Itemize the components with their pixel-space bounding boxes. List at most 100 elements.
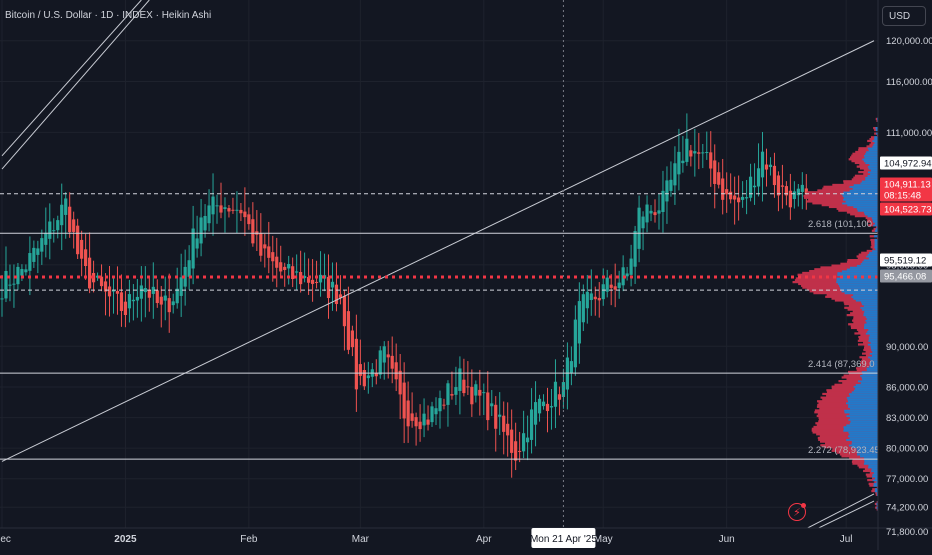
candle-body [673, 163, 676, 185]
candle-body [176, 289, 179, 304]
candle-body [546, 404, 549, 411]
candle-body [68, 207, 71, 232]
candle-body [462, 380, 465, 393]
price-tick-label: 71,800.00 [886, 527, 928, 538]
candle-body [351, 330, 354, 347]
candle-body [478, 390, 481, 396]
candle-body [801, 185, 804, 192]
candle-body [538, 399, 541, 414]
candle-body [554, 382, 557, 407]
candle-body [630, 259, 633, 275]
candle-body [196, 238, 199, 248]
candle-body [725, 189, 728, 194]
candle-body [777, 175, 780, 195]
candle-body [28, 253, 31, 271]
candle-body [506, 424, 509, 436]
candle-body [84, 249, 87, 266]
candle-body [562, 382, 565, 397]
candle-body [199, 217, 202, 243]
candle-body [745, 197, 748, 198]
candle-body [669, 180, 672, 191]
candle-body [645, 205, 648, 223]
crosshair-label: Mon 21 Apr '25 [530, 528, 597, 548]
candle-body [474, 384, 477, 395]
crosshair-label-text: Mon 21 Apr '25 [530, 534, 597, 545]
time-tick-label: Jul [840, 534, 853, 545]
candle-body [247, 214, 250, 224]
price-tick-label: 74,200.00 [886, 503, 928, 514]
candle-body [689, 150, 692, 156]
candle-body [721, 178, 724, 199]
candle-body [203, 216, 206, 230]
candle-body [231, 210, 234, 211]
candle-body [653, 212, 656, 215]
candle-body [626, 273, 629, 276]
candle-body [391, 356, 394, 369]
price-tick-label: 116,000.00 [886, 77, 932, 88]
candle-body [705, 152, 708, 153]
candle-body [418, 422, 421, 429]
candle-body [72, 219, 75, 232]
candle-body [793, 191, 796, 199]
candle-body [156, 290, 159, 303]
candle-body [498, 415, 501, 417]
candle-body [542, 402, 545, 406]
candle-body [741, 197, 744, 200]
candle-body [251, 219, 254, 243]
candle-body [76, 226, 79, 255]
chart-title: Bitcoin / U.S. Dollar · 1D · INDEX · Hei… [5, 10, 211, 21]
candle-body [223, 207, 226, 209]
candle-body [749, 177, 752, 198]
candle-body [112, 291, 115, 292]
price-label: 104,523.73 [880, 203, 932, 216]
candle-body [701, 152, 704, 153]
candle-body [578, 301, 581, 343]
candle-body [275, 257, 278, 268]
candle-body [582, 294, 585, 322]
candle-body [594, 297, 597, 299]
candle-body [490, 403, 493, 406]
price-label-text: 104,911.13 [884, 180, 931, 191]
candle-body [327, 277, 330, 298]
currency-button[interactable]: USD [882, 6, 926, 26]
candle-body [434, 408, 437, 414]
candle-body [36, 248, 39, 254]
candle-body [733, 196, 736, 200]
candle-body [128, 294, 131, 308]
candle-body [367, 375, 370, 378]
candle-body [211, 197, 214, 215]
candle-body [24, 269, 27, 272]
candle-body [160, 297, 163, 305]
price-label: 95,466.08 [880, 270, 932, 283]
candle-body [108, 286, 111, 296]
candle-body [164, 296, 167, 301]
candle-body [534, 402, 537, 425]
candle-body [693, 151, 696, 153]
candle-body [450, 394, 453, 395]
candle-body [614, 286, 617, 289]
candle-body [136, 297, 139, 301]
candle-body [757, 168, 760, 186]
candle-body [44, 233, 47, 245]
candle-body [697, 152, 700, 154]
candle-body [789, 191, 792, 208]
candle-body [263, 244, 266, 248]
candle-body [681, 161, 684, 163]
candle-body [574, 320, 577, 368]
candle-body [637, 208, 640, 249]
candle-body [124, 302, 127, 315]
candle-body [12, 284, 15, 285]
candle-body [514, 441, 517, 460]
candle-body [271, 252, 274, 261]
candle-body [291, 266, 294, 279]
price-label-text: 104,523.73 [884, 205, 932, 216]
candle-body [331, 282, 334, 288]
price-tick-label: 86,000.00 [886, 383, 928, 394]
candle-body [168, 298, 171, 312]
candle-body [64, 198, 67, 214]
candle-body [470, 387, 473, 404]
candle-body [235, 210, 238, 211]
candle-body [709, 152, 712, 168]
